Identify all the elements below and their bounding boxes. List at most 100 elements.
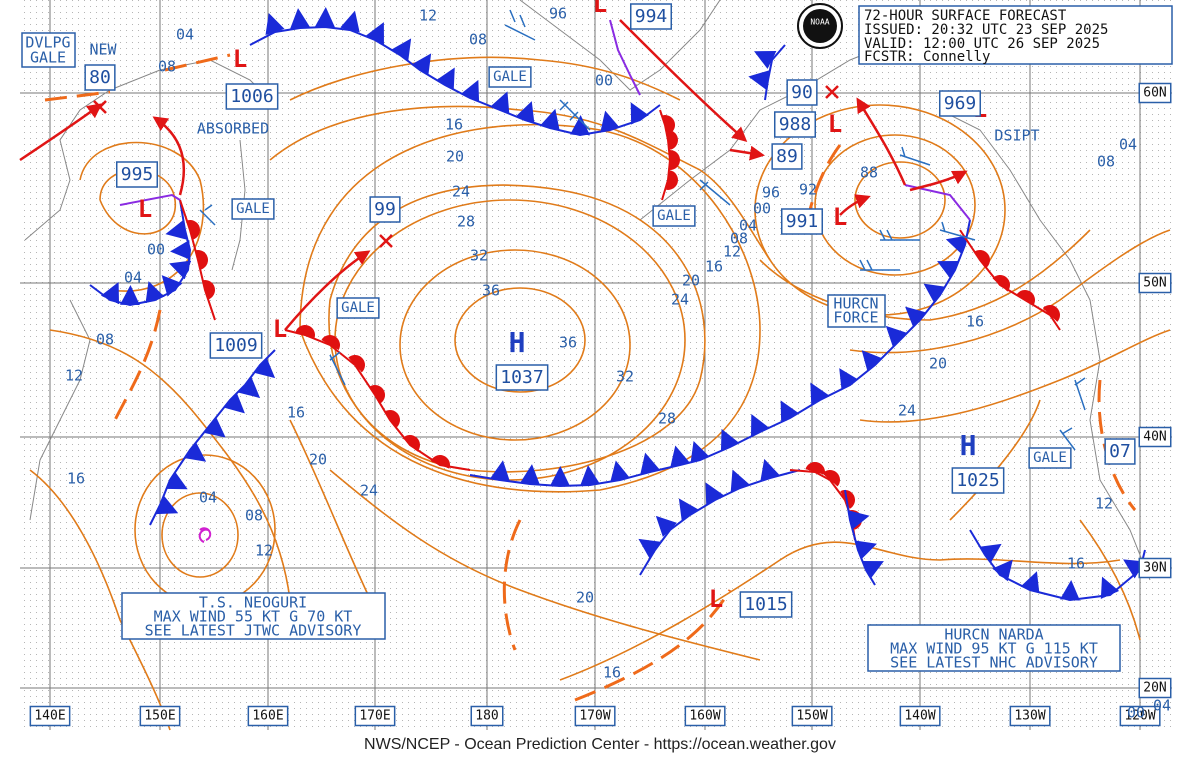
header-forecaster: FCSTR: Connelly xyxy=(864,49,990,65)
isobars xyxy=(29,469,171,731)
fronts xyxy=(844,489,884,586)
wind-barbs xyxy=(859,259,900,271)
gale-label: GALE xyxy=(1033,450,1067,466)
center-pressure: 991 xyxy=(786,211,819,232)
center-pressure: 1006 xyxy=(230,86,273,107)
isobar-label: 24 xyxy=(671,291,689,309)
center-pressure-box xyxy=(938,90,982,117)
isobar-label: 20 xyxy=(929,355,947,373)
track-arrows xyxy=(19,103,103,162)
longitude-label: 160W xyxy=(689,709,720,724)
note-label: DSIPT xyxy=(994,127,1039,145)
storm-advisory: SEE LATEST JTWC ADVISORY xyxy=(145,622,362,640)
isobar-label: 12 xyxy=(65,367,83,385)
latitude-label: 20N xyxy=(1143,681,1166,696)
track-arrows xyxy=(619,19,748,142)
warning-label: DVLPG xyxy=(25,34,70,52)
center-pressure: 1009 xyxy=(214,335,257,356)
wind-barbs xyxy=(699,179,731,206)
header-box xyxy=(858,5,1173,65)
fronts xyxy=(89,7,1146,602)
isobar-label: 12 xyxy=(723,243,741,261)
isobar-label: 16 xyxy=(445,116,463,134)
isobar-label: 96 xyxy=(762,184,780,202)
isobar-label: 16 xyxy=(705,258,723,276)
warning-label: FORCE xyxy=(833,309,878,327)
center-markers xyxy=(93,85,839,248)
warning-label: HURCN xyxy=(833,295,878,313)
isobar-label: 04 xyxy=(199,489,217,507)
isobar-label: 16 xyxy=(966,313,984,331)
logo xyxy=(803,9,837,43)
troughs xyxy=(502,519,522,651)
header-title: 72-HOUR SURFACE FORECAST xyxy=(864,8,1067,24)
storm-advisory: SEE LATEST NHC ADVISORY xyxy=(890,654,1098,672)
isobar-label: 36 xyxy=(482,282,500,300)
gale-label-box xyxy=(1028,447,1072,469)
low-symbol: L xyxy=(593,0,607,18)
isobar-label: 24 xyxy=(360,482,378,500)
isobar-label: 00 xyxy=(753,200,771,218)
latitude-label: 50N xyxy=(1143,276,1166,291)
center-pressure-box xyxy=(115,161,159,188)
isobar-label: 04 xyxy=(124,269,142,287)
longitude-label-box xyxy=(139,705,181,727)
isobar-label: 08 xyxy=(730,230,748,248)
position-label-box xyxy=(771,143,803,170)
center-pressure-box xyxy=(773,111,817,138)
isobar-label: 20 xyxy=(446,148,464,166)
longitude-label: 180 xyxy=(475,709,498,724)
troughs xyxy=(44,90,111,102)
low-symbol: L xyxy=(233,45,247,73)
position-label-box xyxy=(369,196,401,223)
fronts xyxy=(469,219,971,488)
isobar-label: 08 xyxy=(96,331,114,349)
gale-label-box xyxy=(336,297,380,319)
track-arrows xyxy=(152,116,185,196)
fronts xyxy=(638,458,801,576)
wind-barbs xyxy=(879,229,920,241)
isobar-label: 28 xyxy=(457,213,475,231)
isobar-label: 16 xyxy=(67,470,85,488)
longitude-label: 130W xyxy=(1014,709,1045,724)
position-label-box xyxy=(1104,438,1136,465)
fronts xyxy=(969,529,1146,602)
position-label-box xyxy=(786,79,818,106)
longitude-label: 150W xyxy=(796,709,827,724)
center-pressure-box xyxy=(225,83,279,110)
longitude-label: 120W xyxy=(1124,709,1155,724)
troughs xyxy=(164,53,231,72)
isobar-label: 00 xyxy=(595,72,613,90)
center-pressure-box xyxy=(780,208,824,235)
latitude-label-box xyxy=(1138,557,1172,579)
track-arrows xyxy=(284,250,371,331)
center-pressure: 994 xyxy=(635,6,668,27)
isobars xyxy=(329,469,761,661)
center-pressure-box xyxy=(739,591,793,618)
longitude-label-box xyxy=(354,705,396,727)
position-label-box xyxy=(84,64,116,91)
center-pressure: 1015 xyxy=(744,594,787,615)
isobar-label: 04 xyxy=(1119,136,1137,154)
isobars xyxy=(949,399,1041,521)
fronts xyxy=(249,7,661,137)
high-symbol: H xyxy=(509,326,526,359)
longitude-label-box xyxy=(1009,705,1051,727)
isobar-label: 04 xyxy=(176,26,194,44)
wind-barbs xyxy=(1074,377,1086,411)
gale-label-box xyxy=(231,198,275,220)
isobar-label: 24 xyxy=(452,183,470,201)
fronts xyxy=(959,229,1061,331)
isobar-label: 08 xyxy=(1097,153,1115,171)
track-arrows xyxy=(839,194,871,216)
low-symbol: L xyxy=(273,315,287,343)
storm-box xyxy=(121,592,386,640)
gale-label-box xyxy=(652,205,696,227)
coastline xyxy=(24,59,271,241)
wind-barbs xyxy=(504,9,536,41)
longitude-label: 140W xyxy=(904,709,935,724)
center-pressure: 969 xyxy=(944,93,977,114)
position-label: 89 xyxy=(776,146,798,167)
troughs xyxy=(574,589,732,702)
